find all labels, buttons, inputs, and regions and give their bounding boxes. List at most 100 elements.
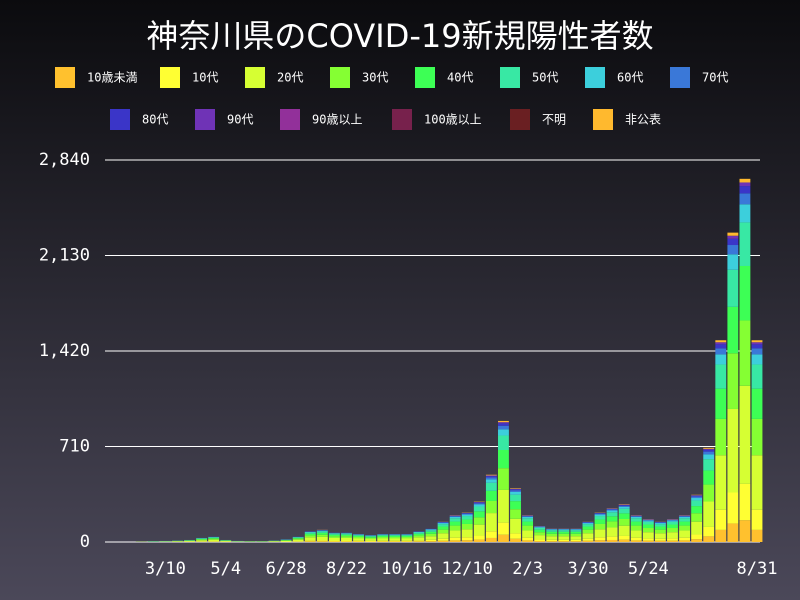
bar-segment	[401, 538, 413, 541]
legend-swatch	[280, 109, 300, 130]
bar-segment	[461, 513, 473, 514]
bar-segment	[510, 494, 521, 502]
bar-segment	[667, 520, 678, 522]
bar-segment	[498, 420, 509, 423]
bar-segment	[703, 451, 715, 455]
bar-segment	[667, 519, 678, 521]
bar-segment	[316, 541, 328, 542]
bar-segment	[353, 535, 364, 538]
bar-segment	[353, 537, 364, 539]
bar-segment	[727, 353, 739, 409]
bar-segment	[606, 509, 618, 511]
legend-swatch	[245, 67, 265, 88]
bar-segment	[751, 342, 763, 345]
bar-segment	[485, 490, 497, 501]
bar-segment	[739, 265, 751, 321]
bar-segment	[328, 541, 340, 542]
bar-segment	[606, 539, 618, 542]
bar-segment	[510, 501, 521, 510]
y-tick-label: 2,840	[39, 150, 90, 170]
bar-segment	[498, 422, 509, 424]
bar-segment	[715, 364, 727, 389]
bar-segment	[425, 530, 437, 532]
bar-segment	[715, 342, 727, 345]
legend-label: 90代	[227, 113, 253, 127]
bar-segment	[618, 505, 630, 507]
bar-segment	[341, 541, 352, 542]
bar-segment	[667, 540, 678, 542]
bar-segment	[582, 538, 594, 541]
bar-segment	[642, 521, 654, 525]
bar-segment	[280, 540, 292, 542]
bar-segment	[485, 477, 497, 480]
chart-title: 神奈川県のCOVID-19新規陽性者数	[146, 17, 653, 55]
bar-segment	[630, 540, 642, 542]
bar-segment	[679, 516, 690, 519]
bar-segment	[546, 530, 558, 532]
bar-segment	[691, 521, 703, 535]
bar-segment	[522, 518, 534, 522]
bar-segment	[715, 340, 727, 343]
bar-segment	[630, 516, 642, 519]
bar-segment	[196, 539, 208, 541]
legend-swatch	[500, 67, 520, 88]
bar-segment	[498, 429, 509, 436]
bar-segment	[739, 186, 751, 194]
bar-segment	[691, 500, 703, 507]
bar-segment	[570, 539, 582, 542]
y-tick-label: 710	[59, 437, 90, 457]
bar-segment	[703, 526, 715, 537]
bar-segment	[667, 532, 678, 539]
bar-segment	[389, 537, 401, 539]
bar-segment	[449, 530, 461, 538]
bar-segment	[437, 524, 449, 527]
bar-segment	[341, 540, 352, 542]
bar-segment	[570, 531, 582, 534]
bar-segment	[642, 519, 654, 521]
bar-segment	[727, 254, 739, 270]
legend-label: 10歳未満	[87, 71, 137, 85]
legend-swatch	[593, 109, 613, 130]
x-tick-label: 10/16	[381, 559, 432, 579]
bar-segment	[461, 540, 473, 542]
bar-segment	[413, 541, 425, 542]
bar-segment	[630, 515, 642, 517]
bar-segment	[377, 541, 389, 542]
bar-segment	[365, 540, 377, 542]
bar-segment	[642, 520, 654, 522]
bar-segment	[691, 534, 703, 540]
bar-segment	[485, 513, 497, 532]
bar-segment	[534, 527, 546, 530]
bar-segment	[654, 524, 666, 527]
legend-label: 20代	[277, 71, 303, 85]
bar-segment	[208, 541, 220, 542]
bar-segment	[715, 455, 727, 510]
bar-segment	[594, 519, 606, 524]
bar-segment	[510, 490, 521, 492]
bar-segment	[582, 529, 594, 534]
bar-segment	[353, 540, 364, 542]
bar-segment	[751, 344, 763, 349]
bar-segment	[377, 537, 389, 539]
x-tick-label: 5/24	[628, 559, 669, 579]
bar-segment	[292, 541, 304, 542]
bar-segment	[739, 320, 751, 386]
y-tick-label: 1,420	[39, 341, 90, 361]
bar-segment	[534, 532, 546, 536]
bar-segment	[498, 449, 509, 469]
bar-segment	[582, 523, 594, 525]
bar-segment	[304, 540, 316, 542]
bar-segment	[739, 182, 751, 187]
bar-segment	[691, 498, 703, 501]
bar-segment	[461, 537, 473, 541]
x-tick-label: 2/3	[512, 559, 543, 579]
bar-segment	[498, 435, 509, 450]
bar-segment	[220, 541, 232, 542]
bar-segment	[594, 537, 606, 541]
bar-segment	[606, 521, 618, 528]
bar-segment	[703, 484, 715, 502]
bar-segment	[570, 533, 582, 537]
legend-label: 80代	[142, 113, 168, 127]
bar-segment	[679, 537, 690, 541]
bar-segment	[594, 523, 606, 530]
